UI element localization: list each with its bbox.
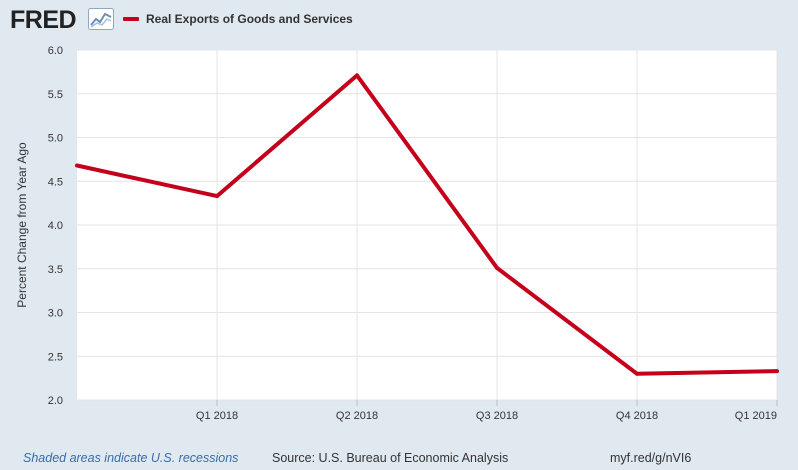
y-tick-label: 4.5 bbox=[48, 176, 63, 188]
x-tick-label: Q1 2018 bbox=[196, 410, 238, 422]
legend-swatch bbox=[123, 17, 139, 21]
y-tick-label: 3.0 bbox=[48, 308, 63, 320]
fred-logo: FRED bbox=[10, 6, 77, 34]
legend-label: Real Exports of Goods and Services bbox=[146, 12, 353, 26]
y-tick-label: 2.5 bbox=[48, 351, 63, 363]
data-point[interactable] bbox=[495, 265, 499, 270]
chart-footer: Shaded areas indicate U.S. recessions So… bbox=[0, 450, 798, 468]
y-tick-label: 4.0 bbox=[48, 220, 63, 232]
recession-note[interactable]: Shaded areas indicate U.S. recessions bbox=[23, 451, 239, 465]
x-tick-label: Q3 2018 bbox=[476, 410, 518, 422]
fred-logo-graph-icon bbox=[88, 8, 114, 30]
y-tick-label: 5.0 bbox=[48, 133, 63, 145]
data-point[interactable] bbox=[775, 369, 779, 374]
chart-header: FRED Real Exports of Goods and Services bbox=[0, 0, 798, 40]
line-chart: 2.0 2.5 3.0 3.5 4.0 4.5 5.0 5.5 6.0 Q1 2018 Q2 20… bbox=[15, 45, 779, 422]
x-tick-label: Q1 2019 bbox=[735, 410, 777, 422]
y-axis-label: Percent Change from Year Ago bbox=[15, 142, 29, 308]
short-url[interactable]: myf.red/g/nVI6 bbox=[610, 451, 692, 465]
x-tick-label: Q4 2018 bbox=[616, 410, 658, 422]
x-tick-label: Q2 2018 bbox=[336, 410, 378, 422]
series-line[interactable] bbox=[76, 73, 778, 376]
y-tick-label: 2.0 bbox=[48, 395, 63, 407]
y-axis-ticks: 2.0 2.5 3.0 3.5 4.0 4.5 5.0 5.5 6.0 bbox=[48, 45, 63, 407]
chart-legend: Real Exports of Goods and Services bbox=[123, 11, 353, 27]
series-layer bbox=[75, 73, 779, 376]
grid-lines bbox=[77, 49, 778, 401]
data-point[interactable] bbox=[215, 194, 219, 199]
data-point[interactable] bbox=[355, 73, 359, 78]
source-note: Source: U.S. Bureau of Economic Analysis bbox=[272, 451, 509, 465]
y-tick-label: 6.0 bbox=[48, 45, 63, 57]
y-tick-label: 3.5 bbox=[48, 264, 63, 276]
x-axis-ticks: Q1 2018 Q2 2018 Q3 2018 Q4 2018 Q1 2019 bbox=[196, 400, 778, 422]
data-point[interactable] bbox=[635, 371, 639, 376]
data-point[interactable] bbox=[75, 163, 79, 168]
y-tick-label: 5.5 bbox=[48, 89, 63, 101]
